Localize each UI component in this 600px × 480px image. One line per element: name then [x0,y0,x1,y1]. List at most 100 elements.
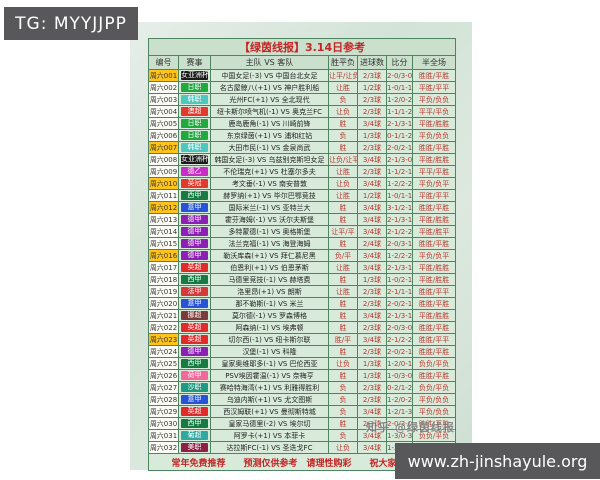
league-badge: 英超 [181,335,208,344]
cell-league: 意甲 [178,393,211,406]
cell-wdl-prediction: 让胜 [328,285,358,298]
cell-number: 周六011 [148,189,179,202]
cell-goals-prediction: 3/4球 [357,405,387,418]
league-badge: 女亚洲杯 [181,71,209,80]
table-row: 周六028 意甲 乌迪内斯(+1) VS 尤文图斯 负 2/3球 1-2/0-2… [148,393,457,406]
cell-halffull-prediction: 胜胜/平胜 [411,201,457,214]
cell-wdl-prediction: 胜 [328,369,358,382]
cell-match: PSV埃因霍温(-1) VS 奈梅亨 [210,369,329,382]
table-row: 周六012 意甲 国际米兰(-1) VS 亚特兰大 胜 3/4球 3-1/2-1… [148,201,457,214]
cell-number: 周六023 [148,333,179,346]
league-badge: 日职 [181,131,208,140]
cell-wdl-prediction: 负/平 [328,249,358,262]
cell-league: 西甲 [178,417,211,430]
cell-goals-prediction: 3/4球 [357,333,387,346]
table-title-row: 【绿茵线报】3.14日参考 [147,38,457,56]
cell-score-prediction: 2-0/3-0 [386,321,413,334]
cell-goals-prediction: 3/4球 [357,153,387,166]
cell-wdl-prediction: 胜 [328,345,358,358]
cell-goals-prediction: 2/3球 [357,321,387,334]
cell-league: 德乙 [178,165,211,178]
cell-match: 切尔西(-1) VS 纽卡斯尔联 [210,333,329,346]
cell-match: 韩国女足(-3) VS 乌兹别克斯坦女足 [210,153,329,166]
cell-score-prediction: 2-0/3-1 [386,237,413,250]
cell-halffull-prediction: 平负/负平 [411,249,457,262]
page-title: 【绿茵线报】3.14日参考 [147,38,457,56]
cell-goals-prediction: 2/3球 [357,93,387,106]
cell-halffull-prediction: 胜胜/平胜 [411,369,457,382]
league-badge: 德甲 [181,227,208,236]
cell-league: 美职 [178,441,211,454]
cell-match: 国际米兰(-1) VS 亚特兰大 [210,201,329,214]
table-row: 周六025 西甲 皇家奥维耶多(-1) VS 巴伦西亚 让负 1/3球 1-2/… [148,357,457,370]
cell-goals-prediction: 2/3球 [357,381,387,394]
cell-number: 周六008 [148,153,179,166]
table-row: 周六016 德甲 勒沃库森(+1) VS 拜仁慕尼黑 负/平 3/4球 1-2/… [148,249,457,262]
cell-wdl-prediction: 负 [328,93,358,106]
cell-match: 勒沃库森(+1) VS 拜仁慕尼黑 [210,249,329,262]
cell-score-prediction: 0-2/1-2 [386,381,413,394]
cell-goals-prediction: 2/3球 [357,393,387,406]
column-header-number: 编号 [148,55,179,70]
cell-goals-prediction: 2/3球 [357,285,387,298]
table-row: 周六005 日职 鹿岛鹿角(-1) VS 川崎前锋 胜 3/4球 2-1/3-1… [148,117,457,130]
cell-score-prediction: 2-0/2-1 [386,141,413,154]
cell-match: 皇家马德里(-2) VS 埃尔切 [210,417,329,430]
league-badge: 西甲 [181,191,208,200]
cell-halffull-prediction: 胜胜/平胜 [411,417,457,430]
table-row: 周六018 西甲 马德里竞技(-1) VS 赫塔费 胜 1/3球 1-0/2-1… [148,273,457,286]
cell-match: 东京绿茵(+1) VS 浦和红钻 [210,129,329,142]
table-row: 周六031 葡超 阿罗卡(+1) VS 本菲卡 负 3/4球 1-3/0-3 负… [148,429,457,442]
cell-match: 阿森纳(-1) VS 埃弗顿 [210,321,329,334]
table-row: 周六015 德甲 法兰克福(-1) VS 海登海姆 胜 2/4球 2-0/3-1… [148,237,457,250]
league-badge: 英冠 [181,179,208,188]
cell-halffull-prediction: 平负/负负 [411,393,457,406]
cell-wdl-prediction: 负 [328,429,358,442]
footer-note: 常年免费推荐 预测仅供参考 请理性购彩 祝大家好运长红 [147,453,457,471]
cell-goals-prediction: 1/3球 [357,369,387,382]
cell-number: 周六032 [148,441,179,454]
cell-wdl-prediction: 让负 [328,441,358,454]
league-badge: 德甲 [181,347,208,356]
cell-number: 周六018 [148,273,179,286]
cell-goals-prediction: 3/4球 [357,261,387,274]
cell-score-prediction: 2-0/2-1 [386,297,413,310]
cell-wdl-prediction: 让平/让负 [328,69,358,82]
table-row: 周六003 韩职 光州FC(+1) VS 全北现代 负 2/3球 1-2/0-2… [148,93,457,106]
cell-league: 意甲 [178,201,211,214]
league-badge: 意甲 [181,203,208,212]
cell-match: 伯恩利(+1) VS 伯恩茅斯 [210,261,329,274]
cell-halffull-prediction: 平平/平胜 [411,165,457,178]
cell-wdl-prediction: 胜 [328,213,358,226]
cell-match: 霍芬海姆(-1) VS 沃尔夫斯堡 [210,213,329,226]
cell-halffull-prediction: 平胜/胜胜 [411,213,457,226]
table-row: 周六024 德甲 汉堡(-1) VS 科隆 胜 2/3球 2-0/2-1 胜胜/… [148,345,457,358]
cell-number: 周六006 [148,129,179,142]
cell-halffull-prediction: 胜胜/平胜 [411,237,457,250]
column-header-goals: 进球数 [357,55,387,70]
league-badge: 英超 [181,407,208,416]
cell-score-prediction: 1-0/1-1 [386,189,413,202]
cell-wdl-prediction: 胜 [328,297,358,310]
cell-goals-prediction: 2/3球 [357,417,387,430]
cell-number: 周六004 [148,105,179,118]
cell-score-prediction: 0-1/1-2 [386,129,413,142]
cell-number: 周六019 [148,285,179,298]
cell-score-prediction: 2-1/3-1 [386,213,413,226]
cell-wdl-prediction: 胜 [328,309,358,322]
cell-match: 法兰克福(-1) VS 海登海姆 [210,237,329,250]
table-row: 周六008 女亚洲杯 韩国女足(-3) VS 乌兹别克斯坦女足 让负/让平 3/… [148,153,457,166]
cell-halffull-prediction: 负负/平负 [411,357,457,370]
cell-goals-prediction: 3/4球 [357,177,387,190]
cell-goals-prediction: 2/3球 [357,69,387,82]
cell-league: 英超 [178,321,211,334]
cell-goals-prediction: 3/4球 [357,249,387,262]
league-badge: 挪超 [181,311,208,320]
cell-league: 德甲 [178,249,211,262]
cell-score-prediction: 2-1/3-0 [386,153,413,166]
cell-wdl-prediction: 胜 [328,321,358,334]
table-header-row: 编号 赛事 主队 VS 客队 胜平负 进球数 比分 半全场 [148,55,457,70]
cell-halffull-prediction: 平负/负负 [411,129,457,142]
league-badge: 沙职 [181,383,208,392]
table-row: 周六009 德乙 不伦瑞克(+1) VS 杜塞尔多夫 让胜 2/3球 1-1/2… [148,165,457,178]
